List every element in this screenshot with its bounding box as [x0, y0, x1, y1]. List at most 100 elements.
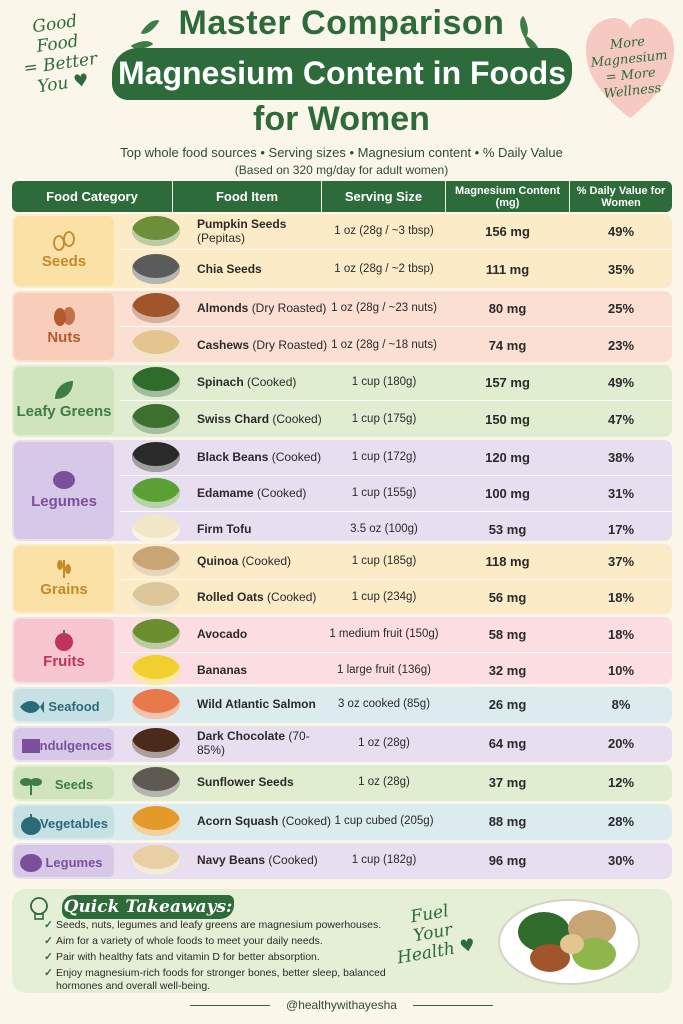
category-band	[12, 214, 672, 288]
takeaway-text: Pair with healthy fats and vitamin D for…	[56, 951, 320, 963]
food-thumbnail	[132, 478, 180, 508]
serving-size-cell: 1 oz (28g / ~18 nuts)	[331, 339, 437, 351]
daily-value-cell: 25%	[607, 300, 635, 316]
category-label: Legumes	[31, 492, 97, 510]
food-item-cell: Avocado	[197, 617, 337, 651]
daily-value-basis: (Based on 320 mg/day for adult women)	[234, 163, 449, 177]
takeaway-text: Seeds, nuts, legumes and leafy greens ar…	[56, 919, 382, 931]
daily-value-cell: 49%	[607, 374, 635, 390]
food-item-cell: Black Beans (Cooked)	[197, 440, 337, 474]
food-item-note: (Cooked)	[281, 814, 332, 828]
footer-divider	[413, 1005, 493, 1006]
category-band	[12, 365, 672, 437]
subtitle: Top whole food sources • Serving sizes •…	[120, 145, 563, 160]
magnesium-cell: 32 mg	[488, 662, 527, 678]
daily-value-cell: 30%	[607, 852, 635, 868]
food-item-name: Edamame	[197, 486, 254, 500]
food-item-name: Chia Seeds	[197, 262, 262, 276]
food-item-note: (Cooked)	[241, 554, 292, 568]
category-cell: Seafood	[14, 689, 114, 721]
food-item-note: (Dry Roasted)	[252, 338, 328, 352]
category-cell: Grains	[14, 546, 114, 612]
food-thumbnail	[132, 254, 180, 284]
takeaway-item: ✓ Seeds, nuts, legumes and leafy greens a…	[44, 919, 396, 932]
food-item-cell: Navy Beans (Cooked)	[197, 843, 337, 877]
serving-size-cell: 1 cup (155g)	[351, 487, 417, 499]
table-row: Wild Atlantic Salmon 3 oz cooked (85g) 26…	[120, 687, 672, 721]
category-band	[12, 765, 672, 801]
category-label: Fruits	[43, 652, 85, 670]
wellness-heart: More Magnesium = More Wellness	[584, 14, 676, 122]
daily-value-cell: 37%	[607, 553, 635, 569]
food-item-note: (Cooked)	[271, 450, 322, 464]
category-label: Seafood	[48, 699, 100, 714]
serving-size-cell: 1 cup (172g)	[351, 451, 417, 463]
table-row: Bananas 1 large fruit (136g) 32 mg 10%	[120, 653, 672, 687]
food-item-name: Navy Beans	[197, 853, 266, 867]
food-item-cell: Chia Seeds	[197, 252, 337, 286]
food-thumbnail	[132, 655, 180, 685]
table-row: Edamame (Cooked) 1 cup (155g) 100 mg 31%	[120, 476, 672, 512]
food-item-name: Spinach	[197, 375, 244, 389]
magnesium-cell: 80 mg	[488, 300, 527, 316]
daily-value-cell: 18%	[607, 589, 635, 605]
food-item-cell: Quinoa (Cooked)	[197, 544, 337, 578]
title-line-3: for Women	[253, 100, 430, 138]
header-category: Food Category	[12, 181, 172, 212]
daily-value-cell: 23%	[607, 337, 635, 353]
table-row: Avocado 1 medium fruit (150g) 58 mg 18%	[120, 617, 672, 653]
food-thumbnail	[132, 330, 180, 360]
heart-icon	[586, 18, 674, 118]
magnesium-cell: 88 mg	[488, 813, 527, 829]
table-row: Sunflower Seeds 1 oz (28g) 37 mg 12%	[120, 765, 672, 799]
food-item-name: Pumpkin Seeds	[197, 217, 287, 231]
takeaway-item: ✓ Aim for a variety of whole foods to mee…	[44, 935, 396, 948]
table-row: Dark Chocolate (70-85%) 1 oz (28g) 64 mg 20…	[120, 726, 672, 760]
magnesium-cell: 58 mg	[488, 626, 527, 642]
serving-size-cell: 1 large fruit (136g)	[337, 664, 431, 676]
food-item-name: Black Beans	[197, 450, 269, 464]
table-row: Quinoa (Cooked) 1 cup (185g) 118 mg 37%	[120, 544, 672, 580]
table-row: Cashews (Dry Roasted) 1 oz (28g / ~18 nut…	[120, 328, 672, 362]
serving-size-cell: 1 cup (175g)	[351, 413, 417, 425]
category-label: Nuts	[47, 328, 81, 346]
chocolate-icon	[22, 739, 40, 753]
food-thumbnail	[132, 514, 180, 544]
serving-size-cell: 1 oz (28g)	[358, 737, 410, 749]
category-band	[12, 843, 672, 879]
daily-value-cell: 28%	[607, 813, 635, 829]
title-line-2: Magnesium Content in Foods	[118, 55, 566, 91]
header-daily-value: % Daily Value for Women	[570, 181, 672, 212]
takeaways-title: Quick Takeaways:	[63, 897, 233, 917]
check-icon: ✓	[44, 935, 53, 947]
food-item-note: (Pepitas)	[197, 231, 246, 245]
table-row: Firm Tofu 3.5 oz (100g) 53 mg 17%	[120, 512, 672, 546]
row-divider	[120, 579, 672, 580]
takeaway-item: ✓ Pair with healthy fats and vitamin D fo…	[44, 951, 396, 964]
serving-size-cell: 1 cup (180g)	[351, 376, 417, 388]
food-thumbnail	[132, 582, 180, 612]
magnesium-cell: 96 mg	[488, 852, 527, 868]
row-divider	[120, 475, 672, 476]
bean-icon	[53, 470, 75, 489]
almond-icon	[54, 306, 75, 326]
magnesium-cell: 26 mg	[488, 696, 527, 712]
food-item-cell: Almonds (Dry Roasted)	[197, 291, 337, 325]
category-cell: Legumes	[14, 442, 114, 539]
magnesium-cell: 100 mg	[485, 485, 530, 501]
magnesium-cell: 56 mg	[488, 589, 527, 605]
magnesium-cell: 157 mg	[485, 374, 530, 390]
apple-icon	[55, 629, 73, 651]
food-thumbnail	[132, 293, 180, 323]
food-item-cell: Pumpkin Seeds (Pepitas)	[197, 214, 337, 248]
food-thumbnail	[132, 442, 180, 472]
footer-divider	[190, 1005, 270, 1006]
food-item-name: Dark Chocolate	[197, 729, 286, 743]
daily-value-cell: 31%	[607, 485, 635, 501]
lightbulb-icon	[30, 897, 48, 920]
check-icon: ✓	[44, 951, 53, 963]
daily-value-cell: 47%	[607, 411, 635, 427]
check-icon: ✓	[44, 967, 53, 979]
category-cell: Fruits	[14, 619, 114, 682]
category-label: Seeds	[41, 253, 87, 270]
